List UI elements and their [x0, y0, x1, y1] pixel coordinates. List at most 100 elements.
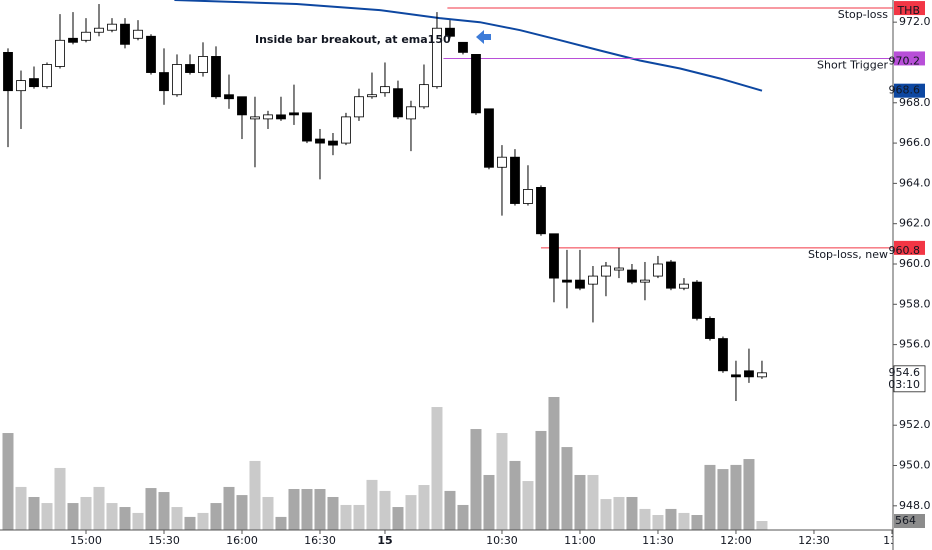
candle-body — [81, 31, 91, 41]
candle-body — [510, 156, 520, 204]
volume-bar — [626, 496, 638, 530]
y-tick-label: 968.0 — [899, 96, 931, 109]
candle-body — [757, 372, 767, 378]
volume-bar — [41, 503, 53, 530]
volume-bar — [15, 486, 27, 530]
volume-bar — [106, 503, 118, 530]
volume-bar — [301, 489, 313, 530]
volume-bar — [704, 464, 716, 530]
candle-body — [302, 112, 312, 142]
candle-body — [55, 39, 65, 67]
candle-body — [601, 265, 611, 277]
volume-tag — [894, 514, 925, 529]
y-tick-label: 956.0 — [899, 338, 931, 351]
candle-body — [263, 114, 273, 120]
x-tick-label: 15 — [377, 534, 392, 547]
volume-bar — [392, 507, 404, 530]
volume-bar — [431, 407, 443, 530]
x-tick-label: 12:30 — [798, 534, 830, 547]
x-tick-label: 10:30 — [486, 534, 518, 547]
candle-body — [406, 106, 416, 120]
price-tag — [894, 83, 925, 98]
volume-bar — [574, 474, 586, 530]
plot-area: Stop-loss Short Trigger Stop-loss, new — [2, 0, 893, 530]
volume-bar — [496, 433, 508, 530]
candle-body — [575, 279, 585, 289]
volume-bar — [756, 521, 768, 530]
candle-body — [744, 370, 754, 378]
volume-bar — [184, 516, 196, 530]
candle-body — [497, 156, 507, 168]
candle-body — [133, 29, 143, 39]
candle-body — [562, 279, 572, 283]
annotation: Inside bar breakout, at ema150 — [255, 33, 451, 46]
candle-body — [354, 96, 364, 118]
candle-body — [211, 56, 221, 98]
x-tick-label: 12:00 — [720, 534, 752, 547]
candle-body — [289, 112, 299, 116]
volume-bar — [652, 515, 664, 530]
volume-bar — [236, 495, 248, 530]
x-tick-label: 15:00 — [70, 534, 102, 547]
volume-bar — [28, 496, 40, 530]
volume-bar — [145, 488, 157, 530]
y-tick-label: 952.0 — [899, 418, 931, 431]
candle-body — [640, 279, 650, 283]
candle-body — [198, 56, 208, 73]
candle-body — [380, 86, 390, 94]
volume-bar — [366, 479, 378, 530]
volume-bar — [353, 504, 365, 530]
candle-body — [393, 88, 403, 118]
y-tick-label: 972.0 — [899, 15, 931, 28]
volume-bar — [587, 474, 599, 530]
volume-bar — [535, 430, 547, 530]
y-tick-label: 958.0 — [899, 297, 931, 310]
price-tag-label: 960.8 — [889, 244, 921, 257]
volume-bar — [262, 496, 274, 530]
candle-body — [549, 233, 559, 279]
volume-bar — [509, 460, 521, 530]
ema-line — [174, 0, 763, 92]
volume-bar — [405, 495, 417, 530]
candle-body — [94, 27, 104, 33]
volume-bar — [678, 512, 690, 530]
y-tick-label: 964.0 — [899, 176, 931, 189]
volume-bar — [197, 512, 209, 530]
countdown-label: 03:10 — [888, 378, 920, 391]
volume-bar — [158, 492, 170, 530]
candle-body — [614, 267, 624, 271]
level-label: Short Trigger — [817, 58, 888, 71]
volume-bar — [67, 503, 79, 530]
volume-bar — [717, 469, 729, 530]
volume-bar — [119, 507, 131, 530]
volume-bar — [457, 504, 469, 530]
candle-body — [692, 281, 702, 319]
price-tag — [894, 51, 925, 66]
volume-bar — [223, 486, 235, 530]
candle-body — [536, 187, 546, 235]
volume-bar — [132, 512, 144, 530]
candle-body — [224, 94, 234, 100]
candle-body — [315, 138, 325, 144]
candle-body — [120, 23, 130, 45]
candle-body — [3, 51, 13, 92]
candle-body — [471, 54, 481, 114]
candle-body — [107, 23, 117, 31]
volume-bar — [327, 496, 339, 530]
last-price-label: 954.6 — [889, 366, 921, 379]
volume-bar — [470, 429, 482, 530]
volume-tag-label: 564 — [895, 514, 916, 527]
x-tick-label: 11:30 — [642, 534, 674, 547]
candle-body — [29, 78, 39, 88]
x-tick-label: 16:30 — [304, 534, 336, 547]
price-tag-label: 970.2 — [889, 54, 921, 67]
volume-bar — [249, 460, 261, 530]
volume-bar — [2, 433, 14, 530]
volume-bar — [171, 507, 183, 530]
volume-bar — [80, 496, 92, 530]
candle-body — [68, 37, 78, 43]
candle-body — [146, 35, 156, 73]
volume-bar — [340, 504, 352, 530]
